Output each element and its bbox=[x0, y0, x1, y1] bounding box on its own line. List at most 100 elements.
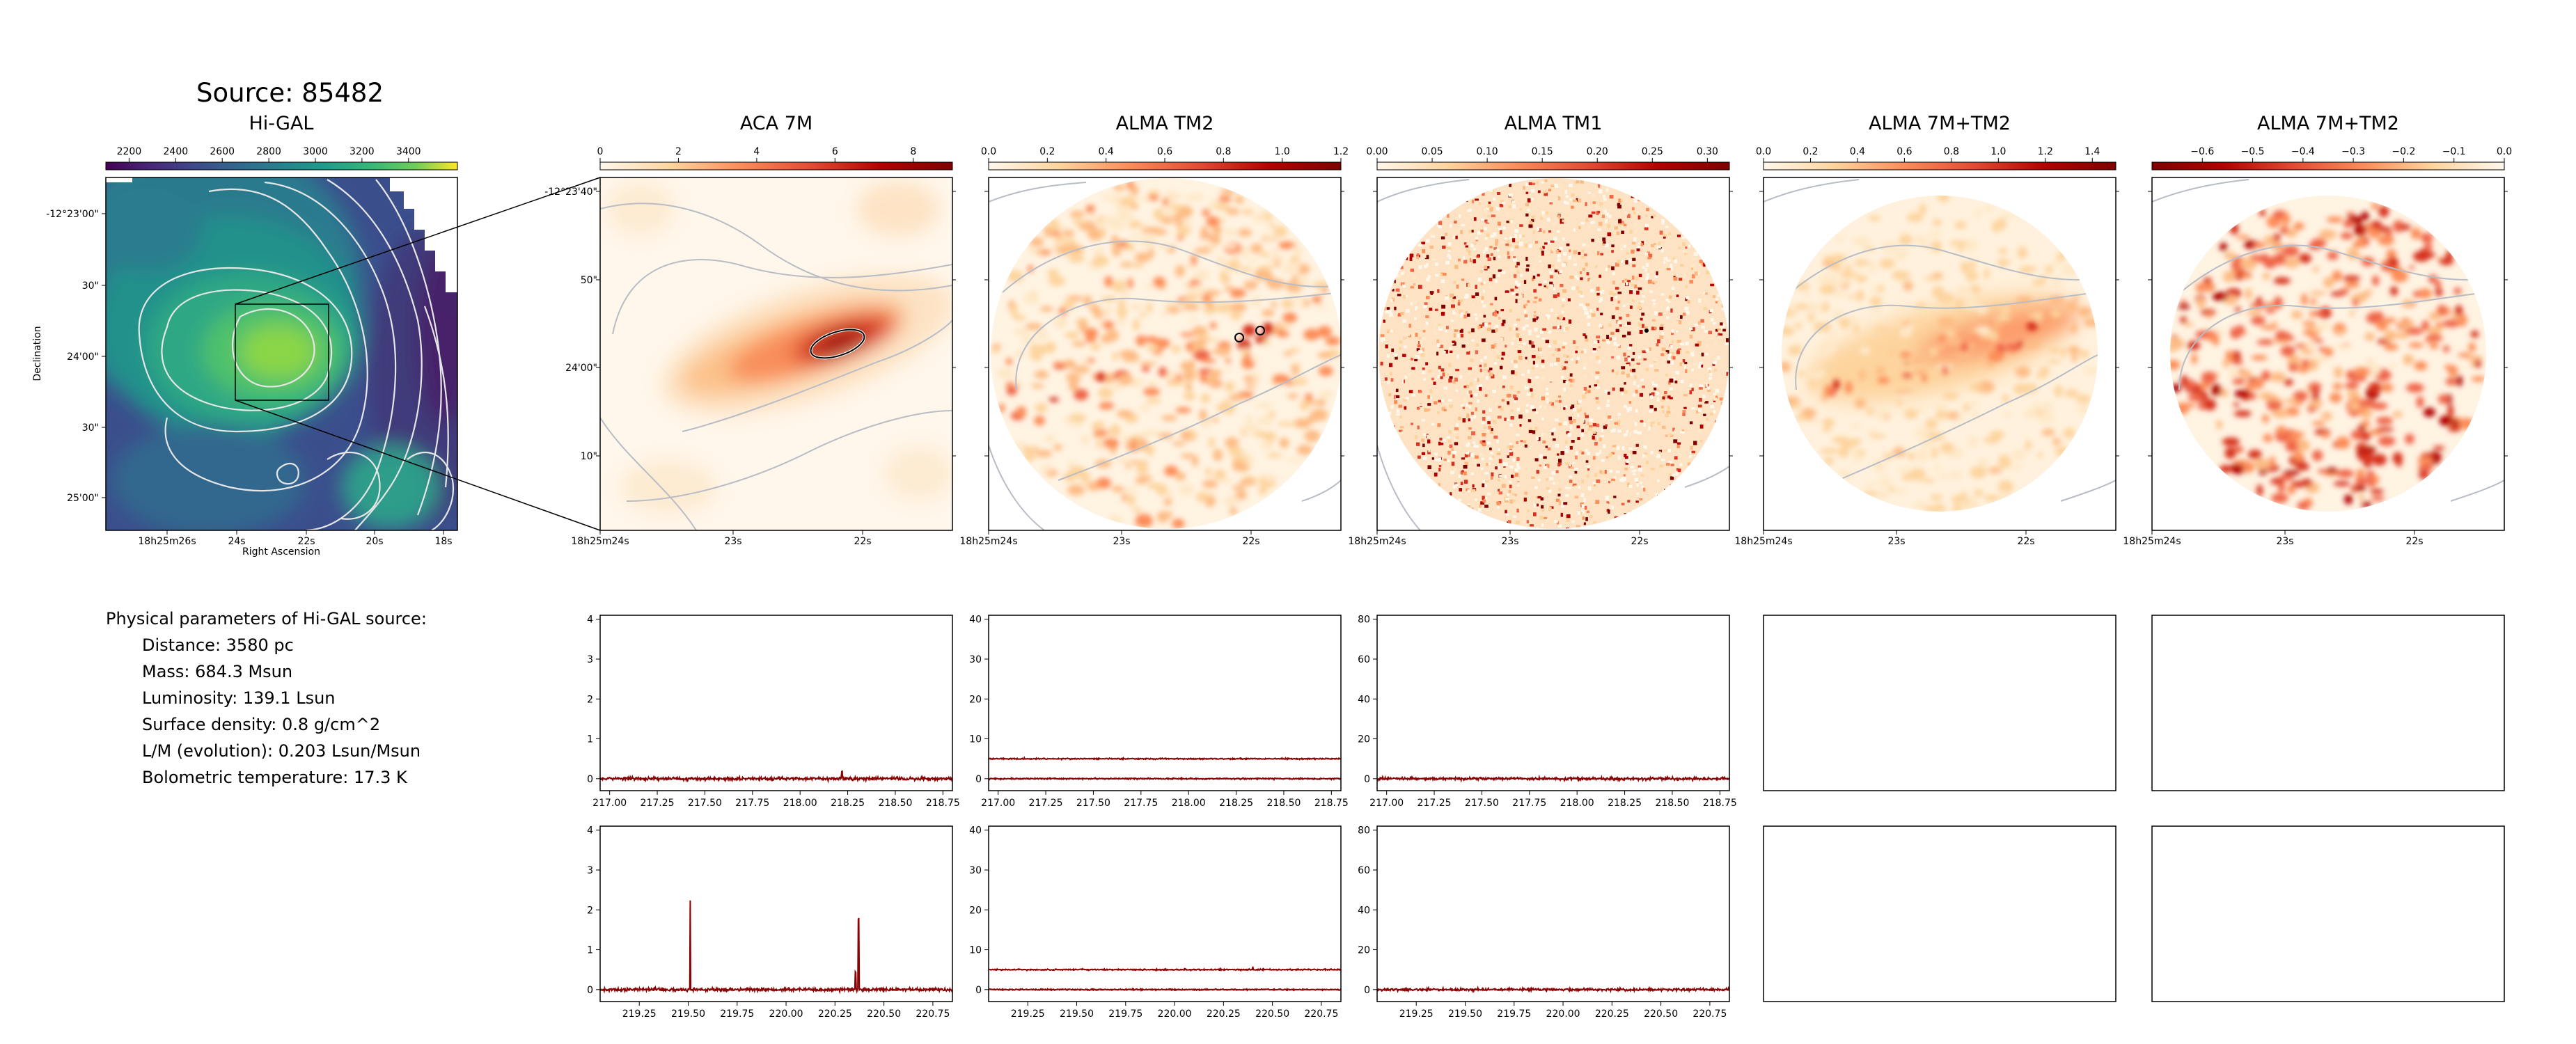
map-speckle bbox=[1782, 361, 1791, 373]
tm1-noise-pixel bbox=[1438, 468, 1441, 472]
tm1-noise-pixel bbox=[1566, 243, 1570, 246]
map-speckle bbox=[1042, 464, 1051, 474]
tm1-noise-pixel bbox=[1694, 323, 1699, 326]
tm1-noise-pixel bbox=[1548, 345, 1551, 348]
tm1-noise-pixel bbox=[1612, 293, 1617, 296]
tm1-noise-pixel bbox=[1469, 358, 1474, 363]
tm1-noise-pixel bbox=[1636, 363, 1640, 365]
map-speckle bbox=[1215, 347, 1231, 356]
tm1-noise-pixel bbox=[1495, 466, 1498, 470]
spectrum-line bbox=[988, 987, 1342, 992]
tm1-noise-pixel bbox=[1523, 446, 1527, 450]
map-speckle bbox=[2334, 329, 2348, 334]
tm1-noise-pixel bbox=[1438, 221, 1443, 226]
tm1-noise-pixel bbox=[1703, 307, 1708, 310]
spectrum-y-tick-label: 1 bbox=[587, 945, 593, 956]
tm1-noise-pixel bbox=[1509, 443, 1512, 445]
tm1-noise-pixel bbox=[1490, 450, 1493, 453]
tm1-noise-pixel bbox=[1429, 308, 1433, 311]
tm1-noise-pixel bbox=[1699, 439, 1703, 443]
tm1-noise-pixel bbox=[1466, 452, 1470, 455]
map-speckle bbox=[2409, 265, 2415, 270]
tm1-noise-pixel bbox=[1434, 331, 1437, 335]
tm1-noise-pixel bbox=[1569, 249, 1571, 253]
tm1-noise-pixel bbox=[1514, 274, 1517, 278]
tm1-noise-pixel bbox=[1444, 390, 1447, 394]
tm1-noise-pixel bbox=[1595, 361, 1599, 364]
tm1-noise-pixel bbox=[1636, 248, 1640, 252]
aca-y-tick-label: 50" bbox=[581, 275, 597, 286]
map-speckle bbox=[1892, 270, 1910, 280]
tm1-noise-pixel bbox=[1459, 299, 1463, 303]
tm1-noise-pixel bbox=[1583, 514, 1586, 516]
map-speckle bbox=[1200, 372, 1208, 383]
tm1-noise-pixel bbox=[1432, 233, 1435, 236]
tm1-noise-pixel bbox=[1468, 402, 1472, 404]
map-speckle bbox=[1851, 438, 1862, 445]
spectrum-frame bbox=[1376, 615, 1730, 791]
map-speckle bbox=[1935, 410, 1949, 420]
tm1-noise-pixel bbox=[1513, 324, 1517, 326]
tm1-noise-pixel bbox=[1485, 376, 1489, 380]
tm1-noise-pixel bbox=[1470, 232, 1474, 236]
tm1-noise-pixel bbox=[1435, 274, 1439, 277]
tm1-noise-pixel bbox=[1507, 473, 1511, 476]
spectrum-x-tick-label: 220.00 bbox=[1158, 1009, 1192, 1020]
map-speckle bbox=[1127, 278, 1133, 289]
map-speckle bbox=[2084, 366, 2094, 372]
tm1-noise-pixel bbox=[1656, 388, 1660, 393]
tm1-noise-pixel bbox=[1494, 324, 1499, 329]
tm1-noise-pixel bbox=[1725, 370, 1729, 373]
tm1-noise-pixel bbox=[1690, 445, 1693, 450]
tm1-noise-pixel bbox=[1470, 244, 1474, 248]
tm1-noise-pixel bbox=[1539, 350, 1542, 354]
tm1-noise-pixel bbox=[1491, 455, 1494, 459]
spectrum-line bbox=[599, 900, 953, 995]
tm1-noise-pixel bbox=[1385, 345, 1388, 349]
tm1-noise-pixel bbox=[1572, 407, 1576, 412]
tm1-noise-pixel bbox=[1643, 487, 1646, 492]
map-speckle bbox=[2312, 267, 2319, 272]
map-speckle bbox=[2437, 394, 2449, 404]
tm1-noise-pixel bbox=[1458, 474, 1461, 478]
map-speckle bbox=[2402, 317, 2409, 324]
tm1-noise-pixel bbox=[1453, 431, 1456, 435]
tm1-noise-pixel bbox=[1452, 454, 1455, 459]
tm1-noise-pixel bbox=[1602, 339, 1606, 342]
tm1-noise-pixel bbox=[1592, 422, 1596, 427]
tm1-noise-pixel bbox=[1532, 409, 1536, 411]
map-speckle bbox=[2262, 414, 2269, 423]
map-speckle bbox=[1182, 303, 1200, 310]
map-speckle bbox=[1225, 358, 1231, 364]
tm1-noise-pixel bbox=[1410, 286, 1414, 289]
hi-gal-colorbar bbox=[105, 161, 458, 171]
tm1-noise-pixel bbox=[1472, 489, 1476, 492]
tm1-noise-pixel bbox=[1523, 280, 1527, 284]
map-speckle bbox=[2293, 390, 2309, 402]
tm1-noise-pixel bbox=[1635, 276, 1640, 280]
tm1-noise-pixel bbox=[1502, 375, 1507, 379]
tm1-noise-pixel bbox=[1455, 313, 1459, 317]
tm1-noise-pixel bbox=[1636, 264, 1639, 267]
map-speckle bbox=[1121, 240, 1128, 248]
tm1-noise-pixel bbox=[1591, 313, 1596, 317]
map-speckle bbox=[1053, 361, 1064, 367]
map-speckle bbox=[1166, 306, 1180, 314]
map-speckle bbox=[2075, 395, 2091, 403]
tm1-noise-pixel bbox=[1587, 466, 1590, 471]
map-speckle bbox=[2234, 390, 2249, 397]
tm1-noise-pixel bbox=[1511, 492, 1515, 496]
tm1-noise-pixel bbox=[1633, 381, 1636, 386]
tm1-noise-pixel bbox=[1651, 392, 1655, 397]
map-speckle bbox=[1109, 424, 1121, 437]
map-cbar-tick-label: 1.2 bbox=[2038, 146, 2053, 157]
map-speckle bbox=[1172, 214, 1182, 222]
tm1-noise-pixel bbox=[1458, 299, 1461, 303]
tm1-noise-pixel bbox=[1445, 329, 1447, 333]
source-title: Source: 85482 bbox=[196, 78, 384, 108]
tm1-noise-pixel bbox=[1578, 303, 1583, 307]
tm1-noise-pixel bbox=[1539, 515, 1544, 520]
tm1-noise-pixel bbox=[1592, 435, 1595, 440]
tm1-noise-pixel bbox=[1489, 278, 1493, 282]
tm1-noise-pixel bbox=[1582, 243, 1586, 246]
